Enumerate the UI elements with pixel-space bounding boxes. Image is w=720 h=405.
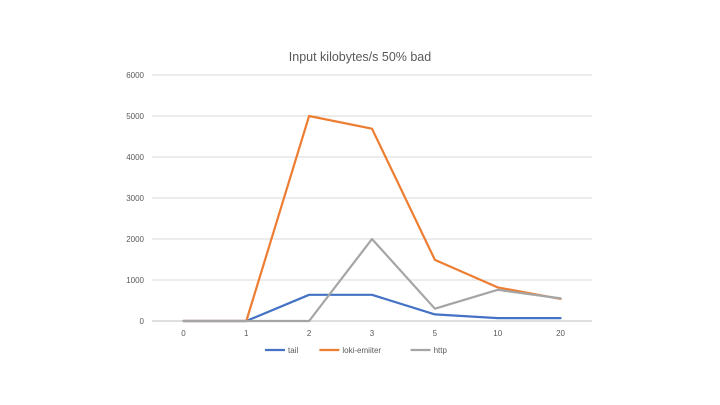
y-tick-label: 3000: [126, 194, 144, 203]
x-tick-label: 5: [433, 329, 438, 338]
series-lines: [182, 114, 562, 323]
x-tick-label: 20: [556, 329, 565, 338]
y-tick-label: 0: [140, 317, 145, 326]
legend-label: http: [434, 346, 448, 355]
x-tick-label: 10: [493, 329, 502, 338]
legend-label: loki-emiiter: [342, 346, 381, 355]
y-tick-label: 1000: [126, 276, 144, 285]
gridlines: [152, 74, 592, 322]
y-tick-label: 2000: [126, 235, 144, 244]
x-tick-label: 3: [370, 329, 375, 338]
y-axis-ticks: 0 1000 2000 3000 4000 5000 6000: [126, 71, 144, 326]
x-tick-label: 1: [244, 329, 249, 338]
y-tick-label: 5000: [126, 112, 144, 121]
series-line-tail: [182, 293, 562, 323]
x-axis-ticks: 0 1 2 3 5 10 20: [181, 329, 565, 338]
series-line-http: [182, 237, 562, 323]
chart-title: Input kilobytes/s 50% bad: [289, 50, 431, 64]
x-tick-label: 0: [181, 329, 186, 338]
legend-label: tail: [288, 346, 298, 355]
y-tick-label: 6000: [126, 71, 144, 80]
y-tick-label: 4000: [126, 153, 144, 162]
legend: tail loki-emiiter http: [265, 346, 447, 355]
x-tick-label: 2: [307, 329, 312, 338]
